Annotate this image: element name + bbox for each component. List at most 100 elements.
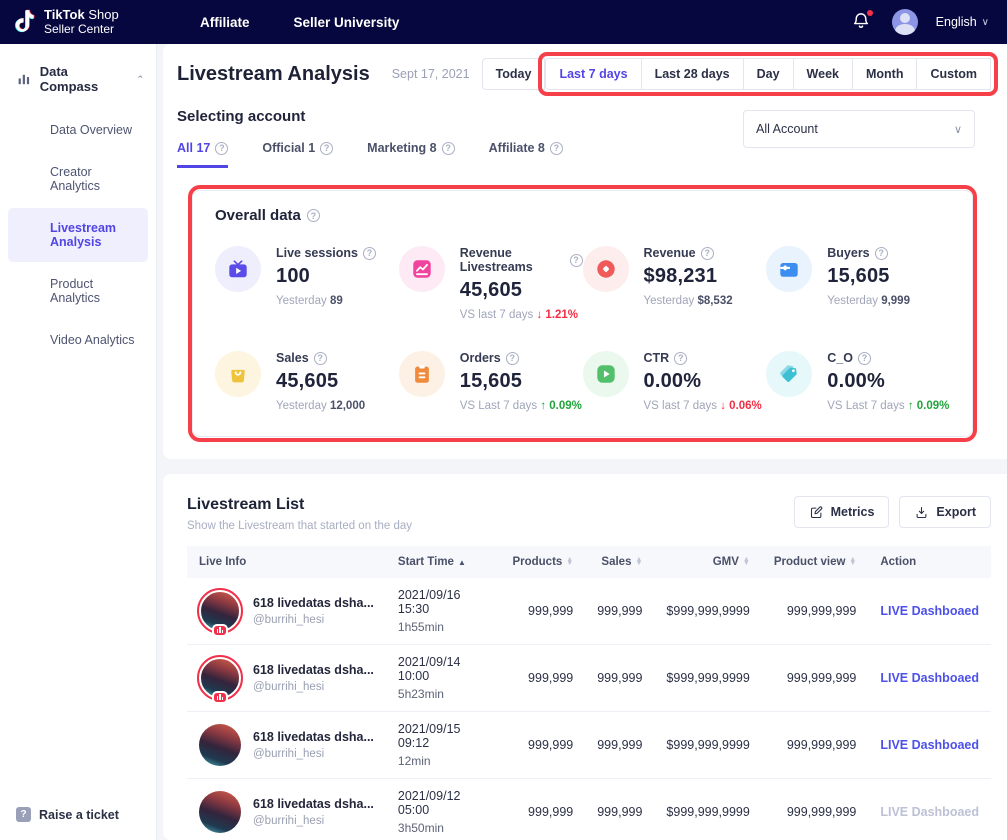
start-time: 2021/09/16 15:30 xyxy=(398,588,489,616)
chevron-down-icon: ∨ xyxy=(982,17,989,28)
metric-value: 45,605 xyxy=(460,279,583,302)
live-badge-icon xyxy=(212,624,228,637)
sidebar-item-livestream-analysis[interactable]: Livestream Analysis xyxy=(8,208,148,262)
export-button[interactable]: Export xyxy=(899,496,991,528)
help-icon[interactable]: ? xyxy=(550,142,563,155)
help-icon[interactable]: ? xyxy=(701,247,714,260)
coin-icon xyxy=(583,246,629,292)
help-icon[interactable]: ? xyxy=(215,142,228,155)
metric-tile-revenue: Revenue ? $98,231 Yesterday $8,532 xyxy=(583,246,767,321)
livestream-list-subtitle: Show the Livestream that started on the … xyxy=(187,520,412,532)
duration: 12min xyxy=(398,754,489,768)
livestream-handle: @burrihi_hesi xyxy=(253,614,374,626)
column-header-product-view[interactable]: Product view▲▼ xyxy=(762,546,869,578)
metric-tile-c-o: C_O ? 0.00% VS Last 7 days ↑ 0.09% xyxy=(766,351,950,412)
account-tab-official-1[interactable]: Official 1 ? xyxy=(262,141,333,168)
account-tab-label: Official 1 xyxy=(262,141,315,155)
help-icon[interactable]: ? xyxy=(363,247,376,260)
raise-a-ticket[interactable]: ? Raise a ticket xyxy=(16,807,119,822)
sidebar-item-product-analytics[interactable]: Product Analytics xyxy=(8,264,148,318)
shopping-bag-icon xyxy=(215,351,261,397)
language-label: English xyxy=(936,15,977,29)
metric-tile-buyers: Buyers ? 15,605 Yesterday 9,999 xyxy=(766,246,950,321)
metric-label: Sales xyxy=(276,351,309,365)
account-dropdown[interactable]: All Account ∨ xyxy=(743,110,975,148)
page-title: Livestream Analysis xyxy=(177,63,370,86)
livestream-name: 618 livedatas dsha... xyxy=(253,663,374,677)
help-icon[interactable]: ? xyxy=(858,352,871,365)
livestream-avatar[interactable] xyxy=(199,791,241,833)
product-view-value: 999,999,999 xyxy=(762,779,869,840)
live-dashboard-link[interactable]: LIVE Dashboaed xyxy=(880,604,979,618)
metric-label: C_O xyxy=(827,351,853,365)
sort-icon: ▲▼ xyxy=(849,558,856,566)
top-navbar: TikTok Shop Seller Center Affiliate Sell… xyxy=(0,0,1007,44)
metric-value: $98,231 xyxy=(644,265,733,288)
account-tab-label: Marketing 8 xyxy=(367,141,436,155)
sidebar-section-data-compass[interactable]: Data Compass ⌃ xyxy=(0,64,156,108)
start-time: 2021/09/15 09:12 xyxy=(398,722,489,750)
language-selector[interactable]: English ∨ xyxy=(936,15,989,29)
help-icon[interactable]: ? xyxy=(314,352,327,365)
range-button-today[interactable]: Today xyxy=(482,58,546,90)
account-tab-marketing-8[interactable]: Marketing 8 ? xyxy=(367,141,454,168)
metric-label: Buyers xyxy=(827,246,869,260)
help-icon[interactable]: ? xyxy=(320,142,333,155)
column-header-products[interactable]: Products▲▼ xyxy=(500,546,585,578)
range-button-month[interactable]: Month xyxy=(852,58,917,90)
nav-link-seller-university[interactable]: Seller University xyxy=(294,15,400,30)
sidebar-item-data-overview[interactable]: Data Overview xyxy=(8,110,148,150)
logo-shop: Shop xyxy=(88,7,118,22)
trend-arrow-icon: ↓ xyxy=(536,309,542,321)
metrics-button[interactable]: Metrics xyxy=(794,496,890,528)
help-icon[interactable]: ? xyxy=(307,209,320,222)
nav-link-affiliate[interactable]: Affiliate xyxy=(200,15,250,30)
logo-tiktok: TikTok xyxy=(44,7,85,22)
sidebar-item-video-analytics[interactable]: Video Analytics xyxy=(8,320,148,360)
help-icon[interactable]: ? xyxy=(875,247,888,260)
column-header-live-info: Live Info xyxy=(187,546,386,578)
chevron-down-icon: ∨ xyxy=(954,123,962,136)
column-header-sales[interactable]: Sales▲▼ xyxy=(585,546,654,578)
column-header-start-time[interactable]: Start Time▲ xyxy=(386,546,501,578)
duration: 3h50min xyxy=(398,821,489,835)
livestream-avatar[interactable] xyxy=(199,590,241,632)
help-icon[interactable]: ? xyxy=(570,254,583,267)
live-dashboard-link[interactable]: LIVE Dashboaed xyxy=(880,671,979,685)
metric-label: Revenue Livestreams xyxy=(460,246,565,274)
download-icon xyxy=(914,505,929,520)
range-button-day[interactable]: Day xyxy=(743,58,794,90)
metric-label: Orders xyxy=(460,351,501,365)
metric-label: Revenue xyxy=(644,246,696,260)
metric-value: 100 xyxy=(276,265,376,288)
trend-arrow-icon: ↑ xyxy=(908,400,914,412)
help-icon: ? xyxy=(16,807,31,822)
range-button-last-28-days[interactable]: Last 28 days xyxy=(641,58,744,90)
help-icon[interactable]: ? xyxy=(442,142,455,155)
range-button-custom[interactable]: Custom xyxy=(916,58,991,90)
help-icon[interactable]: ? xyxy=(674,352,687,365)
table-row: 618 livedatas dsha... @burrihi_hesi 2021… xyxy=(187,779,991,840)
metrics-button-label: Metrics xyxy=(831,505,875,519)
notifications-bell-icon[interactable] xyxy=(850,10,874,34)
play-icon xyxy=(583,351,629,397)
livestream-avatar[interactable] xyxy=(199,657,241,699)
livestream-avatar[interactable] xyxy=(199,724,241,766)
account-tab-affiliate-8[interactable]: Affiliate 8 ? xyxy=(489,141,563,168)
range-button-last-7-days[interactable]: Last 7 days xyxy=(545,58,641,90)
range-button-week[interactable]: Week xyxy=(793,58,853,90)
column-header-gmv[interactable]: GMV▲▼ xyxy=(654,546,761,578)
user-avatar[interactable] xyxy=(892,9,918,35)
account-tab-all-17[interactable]: All 17 ? xyxy=(177,141,228,168)
tiktok-shop-logo[interactable]: TikTok Shop Seller Center xyxy=(14,8,164,37)
help-icon[interactable]: ? xyxy=(506,352,519,365)
live-dashboard-link: LIVE Dashboaed xyxy=(880,805,979,819)
sidebar-section-label: Data Compass xyxy=(40,64,129,94)
sales-value: 999,999 xyxy=(585,645,654,712)
live-dashboard-link[interactable]: LIVE Dashboaed xyxy=(880,738,979,752)
sales-value: 999,999 xyxy=(585,578,654,645)
metric-subtext: VS last 7 days ↓ 1.21% xyxy=(460,309,583,321)
metric-tile-orders: Orders ? 15,605 VS Last 7 days ↑ 0.09% xyxy=(399,351,583,412)
metric-tile-sales: Sales ? 45,605 Yesterday 12,000 xyxy=(215,351,399,412)
sidebar-item-creator-analytics[interactable]: Creator Analytics xyxy=(8,152,148,206)
